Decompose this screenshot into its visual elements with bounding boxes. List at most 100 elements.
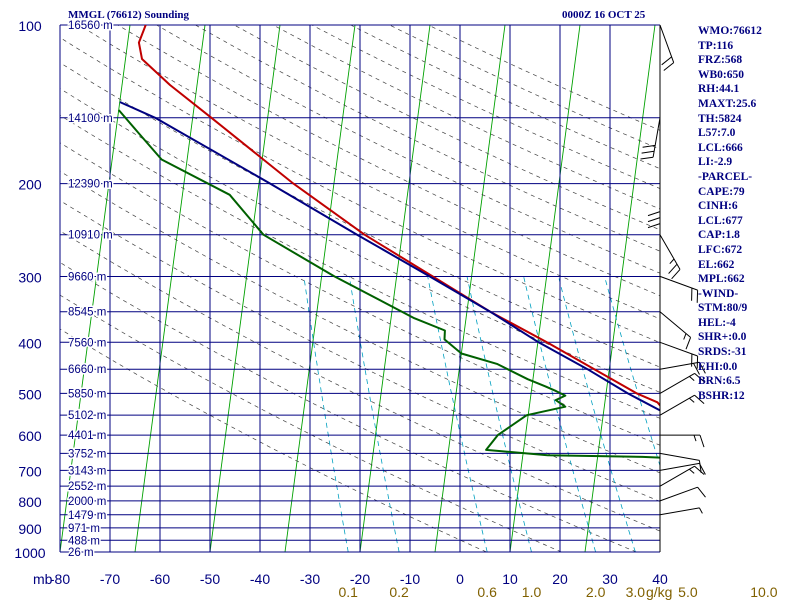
height-label: 16560 m: [68, 20, 113, 32]
wind-barb: [659, 394, 705, 416]
wind-barb-shape: [659, 341, 699, 369]
pressure-tick-label: 200: [18, 177, 42, 193]
height-label: 1479 m: [68, 510, 106, 522]
height-label: 10910 m: [68, 230, 113, 242]
dry-adiabat-line: [60, 200, 660, 502]
height-label: 971 m: [68, 523, 100, 535]
index-item: FRZ:568: [698, 54, 743, 67]
index-item: LI:-2.9: [698, 156, 733, 169]
temperature-tick-label: -20: [350, 571, 370, 587]
wind-barb-shape: [659, 24, 675, 71]
index-item: MAXT:25.6: [698, 97, 757, 110]
height-label: 3143 m: [68, 465, 106, 477]
wind-barb: [659, 24, 675, 71]
temperature-tick-label: -60: [150, 571, 170, 587]
index-item: RH:44.1: [698, 83, 740, 96]
pressure-tick-label: 300: [18, 269, 42, 285]
pressure-tick-label: 700: [18, 463, 42, 479]
wind-barb-shape: [659, 394, 705, 416]
temperature-tick-label: -80: [50, 571, 70, 587]
wind-barb: [659, 507, 703, 516]
height-label: 6660 m: [68, 364, 106, 376]
profiles: [117, 25, 660, 459]
wind-barb-shape: [659, 234, 681, 280]
temperature-tick-label: 40: [652, 571, 668, 587]
mixing-ratio-label: 5.0: [678, 584, 698, 600]
height-label: 2552 m: [68, 481, 106, 493]
temperature-line: [137, 25, 660, 407]
temperature-tick-label: 0: [456, 571, 464, 587]
mixing-ratio-label: 0.1: [338, 584, 358, 600]
index-item: EL:662: [698, 258, 735, 271]
dry-adiabat-line: [60, 142, 660, 446]
index-item: L57:7.0: [698, 127, 736, 140]
wind-barb: [659, 452, 702, 473]
pressure-tick-label: 900: [18, 521, 42, 537]
mixing-ratio-label: 0.6: [477, 584, 497, 600]
index-item: STM:80/9: [698, 302, 748, 315]
background-lines: [60, 25, 660, 552]
dry-adiabat-line: [60, 170, 660, 474]
isotherm-line: [284, 25, 356, 552]
temperature-tick-label: 30: [602, 571, 618, 587]
temperature-tick-label: -50: [200, 571, 220, 587]
dry-adiabat-line: [60, 88, 660, 393]
dry-adiabat-line: [60, 114, 660, 419]
wind-barb: [659, 311, 692, 350]
index-item: WMO:76612: [698, 25, 762, 37]
wind-barb-shape: [640, 117, 661, 160]
index-item: CINH:6: [698, 200, 738, 213]
height-label: 9660 m: [68, 271, 106, 283]
mixing-ratio-label: 10.0: [750, 584, 777, 600]
parcel-line: [119, 101, 660, 412]
wind-barb-shape: [659, 452, 702, 473]
wind-barbs: [640, 24, 706, 552]
index-item: MPL:662: [698, 273, 745, 286]
index-item: LCL:677: [698, 214, 743, 227]
wind-barb: [659, 341, 699, 369]
temperature-tick-label: -40: [250, 571, 270, 587]
height-label: 12390 m: [68, 179, 113, 191]
index-item: BRN:6.5: [698, 375, 741, 388]
height-label: 5850 m: [68, 388, 106, 400]
index-item: LFC:672: [698, 243, 743, 256]
wind-barb: [647, 183, 661, 229]
pressure-tick-label: 800: [18, 494, 42, 510]
height-label: 3752 m: [68, 448, 106, 460]
index-item: -PARCEL-: [698, 170, 753, 183]
temperature-tick-label: -30: [300, 571, 320, 587]
pressure-tick-label: 400: [18, 335, 42, 351]
index-item: WB0:650: [698, 68, 744, 81]
isotherm-line: [60, 25, 131, 552]
wind-barb-shape: [647, 183, 661, 229]
height-label: 8545 m: [68, 307, 106, 319]
wind-barb: [659, 486, 706, 502]
wind-barb: [659, 234, 681, 280]
height-label: 26 m: [68, 547, 94, 559]
index-item: TH:5824: [698, 112, 742, 125]
index-item: TP:116: [698, 39, 734, 52]
mixing-ratio-line: [427, 276, 488, 552]
index-item: CAPE:79: [698, 185, 745, 198]
chart-title: MMGL (76612) Sounding: [68, 9, 190, 21]
temperature-tick-label: -10: [400, 571, 420, 587]
grid-lines: [59, 24, 661, 553]
height-label: 2000 m: [68, 496, 106, 508]
wind-barb-shape: [659, 486, 706, 502]
mixing-ratio-label: 3.0: [626, 584, 646, 600]
index-item: BSHR:12: [698, 389, 745, 402]
isotherm-line: [359, 25, 431, 552]
dry-adiabat-line: [60, 37, 660, 344]
mixing-ratio-unit-label: g/kg: [646, 584, 672, 600]
height-label: 14100 m: [68, 113, 113, 125]
pressure-tick-label: 500: [18, 386, 42, 402]
index-item: LCL:666: [698, 141, 743, 154]
height-label: 488 m: [68, 535, 100, 547]
height-label: 5102 m: [68, 410, 106, 422]
index-item: EHI:0.0: [698, 360, 738, 373]
mixing-ratio-line: [558, 276, 636, 552]
indices-list: WMO:76612 TP:116 FRZ:568 WB0:650 RH:44.1 MAXT…: [698, 24, 762, 403]
index-item: SHR+:0.0: [698, 331, 747, 344]
